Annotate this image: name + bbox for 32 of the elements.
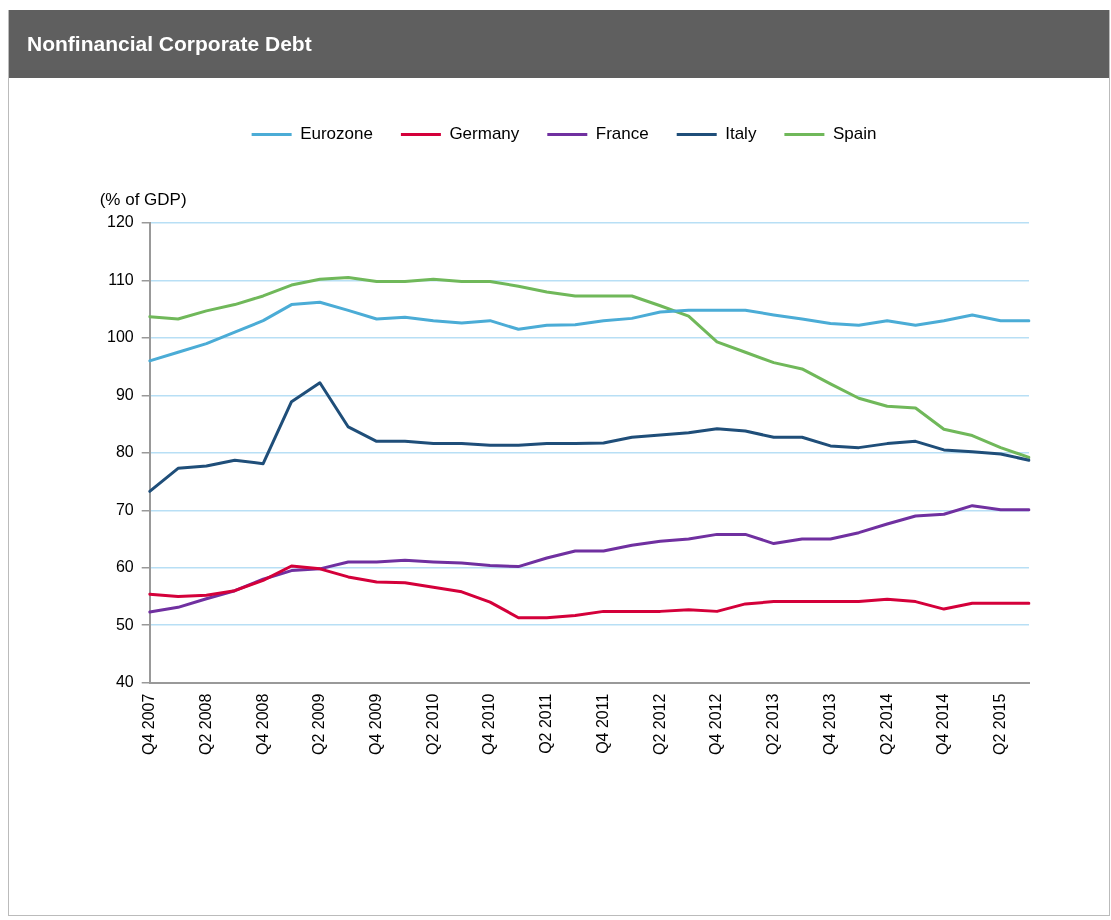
x-tick-label: Q2 2008: [196, 693, 214, 756]
y-tick-label: 80: [115, 443, 134, 461]
x-tick-label: Q2 2015: [991, 693, 1009, 756]
y-tick-label: 60: [115, 558, 134, 576]
x-tick-label: Q4 2011: [593, 693, 611, 754]
x-tick-label: Q2 2010: [423, 693, 441, 756]
legend-label: France: [595, 124, 649, 144]
legend-label: Spain: [832, 124, 877, 144]
x-tick-label: Q2 2012: [650, 693, 668, 756]
x-tick-label: Q2 2013: [764, 693, 782, 756]
y-tick-label: 70: [115, 500, 134, 518]
y-tick-label: 120: [106, 213, 134, 231]
chart-title: Nonfinancial Corporate Debt: [9, 10, 1109, 78]
y-tick-label: 40: [115, 673, 134, 691]
legend-label: Eurozone: [300, 124, 373, 144]
legend-label: Italy: [725, 124, 757, 144]
y-tick-label: 90: [115, 385, 134, 403]
x-tick-label: Q2 2009: [310, 693, 328, 756]
x-tick-label: Q4 2012: [707, 693, 725, 756]
y-tick-label: 110: [108, 270, 134, 288]
x-tick-label: Q4 2009: [367, 693, 385, 756]
y-axis-title: (% of GDP): [99, 190, 187, 210]
x-tick-label: Q4 2013: [820, 693, 838, 756]
x-tick-label: Q2 2011: [537, 693, 555, 754]
x-tick-label: Q2 2014: [877, 693, 895, 756]
legend-label: Germany: [449, 124, 520, 144]
x-tick-label: Q4 2014: [934, 693, 952, 756]
x-tick-label: Q4 2007: [140, 693, 158, 756]
y-tick-label: 100: [106, 328, 134, 346]
x-tick-label: Q4 2008: [253, 693, 271, 756]
y-tick-label: 50: [115, 615, 134, 633]
x-tick-label: Q4 2010: [480, 693, 498, 756]
